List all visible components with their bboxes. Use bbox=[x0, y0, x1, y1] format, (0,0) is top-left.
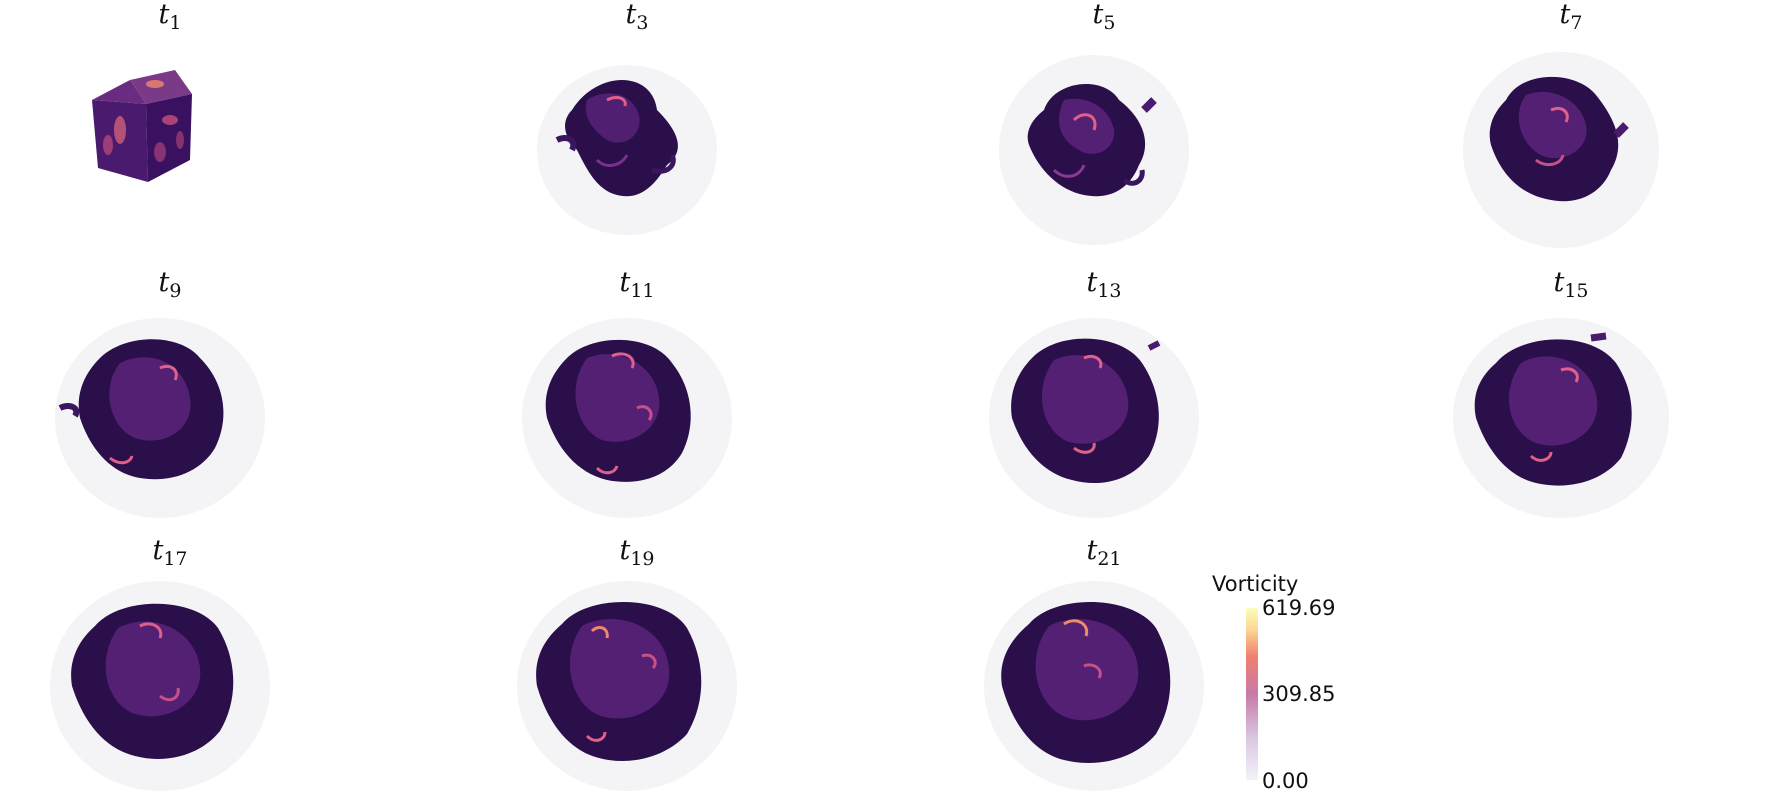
panel-t17: t17 bbox=[0, 536, 370, 791]
vorticity-render bbox=[477, 308, 777, 523]
vorticity-cube-render bbox=[10, 40, 310, 255]
panel-t15: t15 bbox=[1371, 268, 1771, 523]
colorbar-label: Vorticity bbox=[1212, 572, 1299, 596]
panel-title: t1 bbox=[158, 0, 182, 34]
vorticity-render bbox=[1411, 308, 1711, 523]
panel-t21: t21 bbox=[904, 536, 1304, 791]
colorbar-max-label: 619.69 bbox=[1262, 596, 1336, 620]
vorticity-render bbox=[477, 576, 777, 791]
vorticity-render bbox=[944, 40, 1244, 255]
vorticity-render bbox=[10, 308, 310, 523]
vorticity-render bbox=[1411, 40, 1711, 255]
vorticity-colorbar bbox=[1246, 608, 1258, 780]
panel-t9: t9 bbox=[0, 268, 370, 523]
panel-title: t11 bbox=[619, 267, 655, 303]
panel-title: t5 bbox=[1092, 0, 1116, 34]
panel-t3: t3 bbox=[437, 0, 837, 255]
panel-title: t17 bbox=[152, 535, 188, 571]
colorbar-mid-label: 309.85 bbox=[1262, 682, 1336, 706]
panel-t13: t13 bbox=[904, 268, 1304, 523]
panel-title: t21 bbox=[1086, 535, 1122, 571]
panel-t5: t5 bbox=[904, 0, 1304, 255]
panel-t11: t11 bbox=[437, 268, 837, 523]
colorbar-min-label: 0.00 bbox=[1262, 769, 1309, 793]
panel-t7: t7 bbox=[1371, 0, 1771, 255]
panel-t1: t1 bbox=[0, 0, 370, 255]
vorticity-render bbox=[944, 308, 1244, 523]
vorticity-render bbox=[477, 40, 777, 255]
panel-title: t3 bbox=[625, 0, 649, 34]
panel-t19: t19 bbox=[437, 536, 837, 791]
vorticity-render bbox=[10, 576, 310, 791]
panel-title: t13 bbox=[1086, 267, 1122, 303]
panel-title: t19 bbox=[619, 535, 655, 571]
vorticity-render bbox=[944, 576, 1244, 791]
panel-title: t9 bbox=[158, 267, 182, 303]
panel-title: t15 bbox=[1553, 267, 1589, 303]
panel-title: t7 bbox=[1559, 0, 1583, 34]
